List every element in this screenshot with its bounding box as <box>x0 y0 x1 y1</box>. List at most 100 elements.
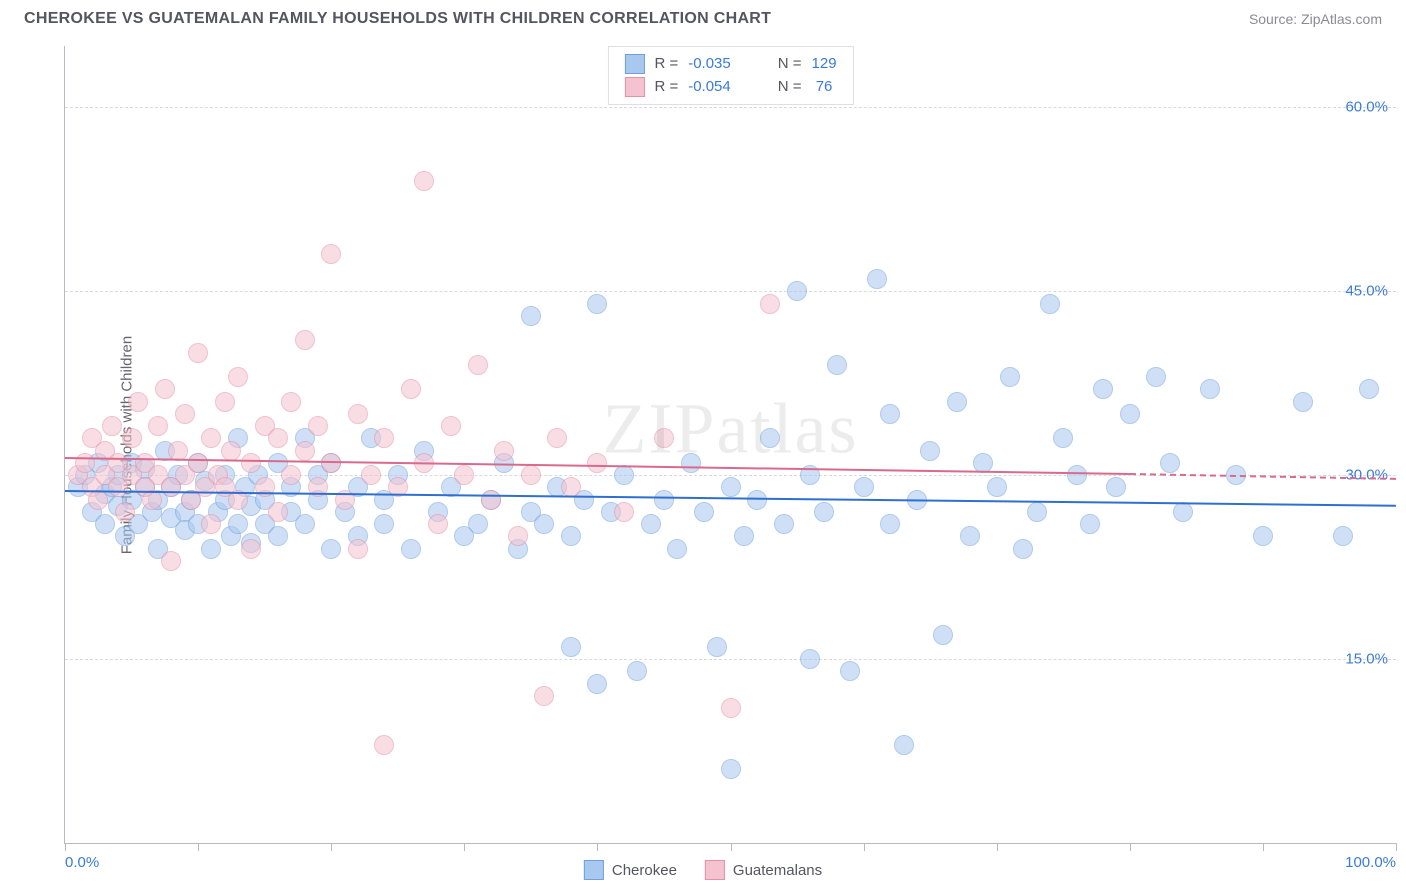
data-point <box>361 465 381 485</box>
data-point <box>188 343 208 363</box>
x-tick <box>331 843 332 851</box>
data-point <box>468 514 488 534</box>
legend-item: Guatemalans <box>705 860 822 880</box>
data-point <box>920 441 940 461</box>
data-point <box>102 416 122 436</box>
data-point <box>228 367 248 387</box>
x-tick <box>1396 843 1397 851</box>
data-point <box>468 355 488 375</box>
data-point <box>115 502 135 522</box>
x-tick <box>864 843 865 851</box>
data-point <box>321 539 341 559</box>
legend-n-value: 76 <box>812 76 833 99</box>
x-tick-label: 100.0% <box>1345 854 1396 871</box>
data-point <box>374 428 394 448</box>
data-point <box>721 759 741 779</box>
data-point <box>321 244 341 264</box>
data-point <box>481 490 501 510</box>
data-point <box>1173 502 1193 522</box>
legend-row: R = -0.035 N = 129 <box>624 53 836 76</box>
data-point <box>721 698 741 718</box>
legend-r-value: -0.054 <box>688 76 731 99</box>
data-point <box>1200 379 1220 399</box>
data-point <box>587 453 607 473</box>
data-point <box>508 526 528 546</box>
data-point <box>521 465 541 485</box>
data-point <box>707 637 727 657</box>
data-point <box>268 428 288 448</box>
data-point <box>667 539 687 559</box>
x-tick <box>65 843 66 851</box>
data-point <box>614 502 634 522</box>
data-point <box>854 477 874 497</box>
data-point <box>122 428 142 448</box>
chart-header: CHEROKEE VS GUATEMALAN FAMILY HOUSEHOLDS… <box>0 0 1406 34</box>
x-tick <box>198 843 199 851</box>
data-point <box>827 355 847 375</box>
data-point <box>1067 465 1087 485</box>
data-point <box>987 477 1007 497</box>
legend-item: Cherokee <box>584 860 677 880</box>
legend-label: Cherokee <box>612 862 677 879</box>
data-point <box>534 514 554 534</box>
data-point <box>1253 526 1273 546</box>
legend-text: N = <box>778 53 802 76</box>
data-point <box>308 416 328 436</box>
data-point <box>348 404 368 424</box>
data-point <box>521 306 541 326</box>
data-point <box>654 490 674 510</box>
data-point <box>295 514 315 534</box>
data-point <box>894 735 914 755</box>
data-point <box>454 465 474 485</box>
data-point <box>561 526 581 546</box>
data-point <box>1080 514 1100 534</box>
data-point <box>587 674 607 694</box>
gridline <box>65 659 1396 660</box>
data-point <box>255 477 275 497</box>
y-tick-label: 60.0% <box>1345 99 1388 116</box>
legend-swatch <box>584 860 604 880</box>
data-point <box>75 453 95 473</box>
data-point <box>800 649 820 669</box>
data-point <box>1027 502 1047 522</box>
data-point <box>1120 404 1140 424</box>
data-point <box>295 441 315 461</box>
gridline <box>65 291 1396 292</box>
data-point <box>787 281 807 301</box>
data-point <box>880 514 900 534</box>
data-point <box>95 514 115 534</box>
data-point <box>1106 477 1126 497</box>
data-point <box>614 465 634 485</box>
data-point <box>374 735 394 755</box>
x-tick <box>597 843 598 851</box>
data-point <box>281 392 301 412</box>
data-point <box>241 453 261 473</box>
legend-text: N = <box>778 76 802 99</box>
data-point <box>428 514 448 534</box>
data-point <box>1053 428 1073 448</box>
legend-swatch <box>624 77 644 97</box>
y-tick-label: 45.0% <box>1345 283 1388 300</box>
legend-swatch <box>624 54 644 74</box>
data-point <box>201 514 221 534</box>
data-point <box>1093 379 1113 399</box>
data-point <box>401 539 421 559</box>
gridline <box>65 107 1396 108</box>
data-point <box>374 514 394 534</box>
data-point <box>175 404 195 424</box>
data-point <box>188 453 208 473</box>
data-point <box>1359 379 1379 399</box>
data-point <box>88 490 108 510</box>
chart-source: Source: ZipAtlas.com <box>1249 11 1382 27</box>
data-point <box>148 416 168 436</box>
data-point <box>547 428 567 448</box>
legend-n-value: 129 <box>812 53 837 76</box>
data-point <box>694 502 714 522</box>
data-point <box>534 686 554 706</box>
data-point <box>840 661 860 681</box>
data-point <box>215 392 235 412</box>
data-point <box>348 539 368 559</box>
data-point <box>1040 294 1060 314</box>
plot-region: ZIPatlas R = -0.035 N = 129R = -0.054 N … <box>64 46 1396 844</box>
chart-title: CHEROKEE VS GUATEMALAN FAMILY HOUSEHOLDS… <box>24 10 771 28</box>
